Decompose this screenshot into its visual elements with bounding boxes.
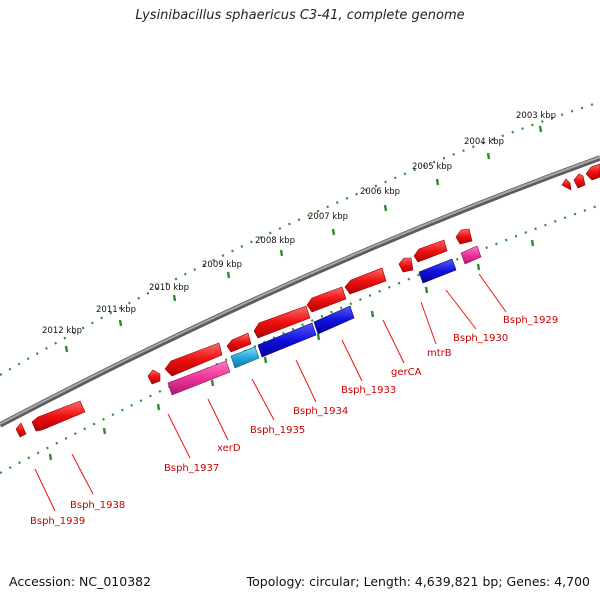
- gene-arrow[interactable]: [253, 305, 311, 339]
- gene-block-cyan[interactable]: [230, 346, 260, 369]
- kbp-label-2005: 2005 kbp: [412, 162, 452, 172]
- gene-block-blue[interactable]: [257, 322, 317, 358]
- tick-2007: [331, 228, 336, 236]
- gene-label-mtrb[interactable]: mtrB: [427, 348, 452, 359]
- label-leader-lines: [34, 273, 507, 512]
- inner-tick-arc: [0, 203, 600, 474]
- tick-2006: [383, 204, 388, 212]
- forward-strand-genes: [15, 163, 600, 438]
- kbp-label-2004: 2004 kbp: [464, 137, 504, 147]
- gene-arrow[interactable]: [573, 173, 586, 189]
- kbp-label-2006: 2006 kbp: [360, 187, 400, 197]
- reverse-strand-genes: [167, 245, 482, 396]
- tick-2009: [226, 271, 231, 279]
- gene-arrow[interactable]: [455, 228, 473, 245]
- genome-summary-text: Topology: circular; Length: 4,639,821 bp…: [246, 574, 590, 589]
- gene-arrow[interactable]: [147, 369, 161, 385]
- outer-major-ticks: [64, 125, 543, 353]
- kbp-label-2003: 2003 kbp: [516, 111, 556, 121]
- inner-major-ticks: [48, 239, 535, 461]
- tick-2012: [64, 345, 69, 353]
- tick-2004: [486, 152, 491, 160]
- gene-label-bsph-1939[interactable]: Bsph_1939: [30, 516, 85, 527]
- gene-block-pink[interactable]: [167, 360, 231, 396]
- kbp-label-2012: 2012 kbp: [42, 326, 82, 336]
- gene-label-bsph-1938[interactable]: Bsph_1938: [70, 500, 125, 511]
- gene-arrow[interactable]: [585, 163, 600, 181]
- gene-label-bsph-1934[interactable]: Bsph_1934: [293, 406, 348, 417]
- gene-label-gerca[interactable]: gerCA: [391, 367, 422, 378]
- gene-arrow[interactable]: [31, 400, 86, 432]
- map-title: Lysinibacillus sphaericus C3-41, complet…: [135, 8, 465, 23]
- gene-block-blue[interactable]: [313, 305, 355, 335]
- gene-arrow[interactable]: [344, 267, 387, 295]
- kbp-label-2007: 2007 kbp: [308, 212, 348, 222]
- tick-2005: [435, 178, 440, 186]
- kbp-label-2008: 2008 kbp: [255, 236, 295, 246]
- accession-text: Accession: NC_010382: [9, 574, 152, 589]
- gene-label-bsph-1935[interactable]: Bsph_1935: [250, 425, 305, 436]
- gene-arrow[interactable]: [413, 239, 448, 263]
- gene-arrow[interactable]: [306, 286, 347, 313]
- gene-block-pink[interactable]: [460, 245, 482, 265]
- gene-label-bsph-1937[interactable]: Bsph_1937: [164, 463, 219, 474]
- gene-arrow[interactable]: [226, 332, 252, 353]
- tick-2010: [172, 294, 177, 302]
- tick-2003: [538, 125, 543, 133]
- gene-label-bsph-1930[interactable]: Bsph_1930: [453, 333, 508, 344]
- genome-backbone-highlight: [0, 156, 600, 425]
- gene-arrow[interactable]: [164, 342, 223, 377]
- gene-arrow[interactable]: [15, 422, 27, 438]
- kbp-label-2011: 2011 kbp: [96, 305, 136, 315]
- kbp-label-2009: 2009 kbp: [202, 260, 242, 270]
- gene-label-bsph-1933[interactable]: Bsph_1933: [341, 385, 396, 396]
- gene-label-xerd[interactable]: xerD: [217, 443, 241, 454]
- gene-arrow[interactable]: [398, 257, 414, 273]
- tick-2011: [118, 319, 123, 327]
- gene-label-bsph-1929[interactable]: Bsph_1929: [503, 315, 558, 326]
- tick-2008: [279, 249, 284, 257]
- kbp-label-2010: 2010 kbp: [149, 283, 189, 293]
- gene-block-blue[interactable]: [418, 258, 457, 284]
- gene-arrow[interactable]: [561, 178, 572, 191]
- gene-labels: Bsph_1939 Bsph_1938 Bsph_1937 xerD Bsph_…: [30, 315, 558, 527]
- genome-backbone: [0, 155, 600, 428]
